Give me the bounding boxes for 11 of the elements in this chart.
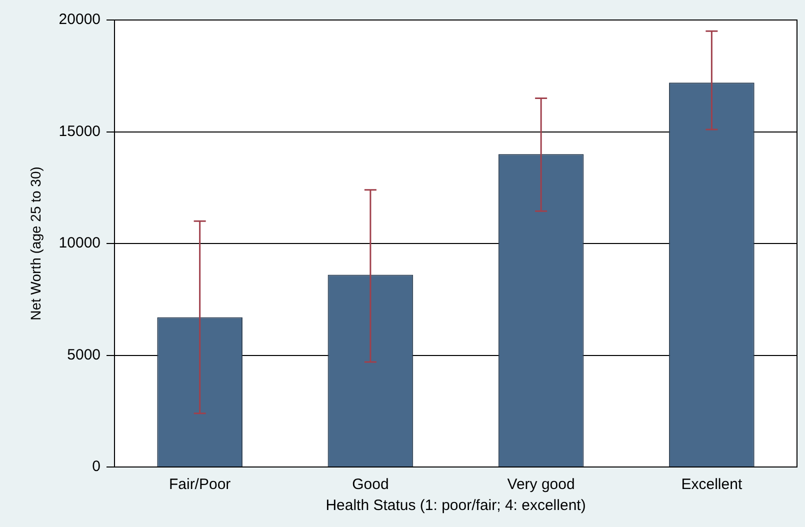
y-tick-label: 20000 (58, 11, 101, 28)
y-tick-label: 10000 (58, 234, 101, 252)
y-axis-title: Net Worth (age 25 to 30) (27, 166, 44, 320)
y-tick-label: 5000 (67, 346, 101, 364)
x-tick-label: Good (352, 476, 389, 494)
y-tick-label: 15000 (58, 122, 101, 140)
x-axis-title: Health Status (1: poor/fair; 4: excellent) (326, 497, 586, 514)
x-tick-label: Very good (507, 476, 575, 494)
y-tick-label: 0 (92, 458, 101, 476)
x-tick-label: Fair/Poor (168, 476, 231, 494)
x-tick-label: Excellent (681, 476, 743, 494)
